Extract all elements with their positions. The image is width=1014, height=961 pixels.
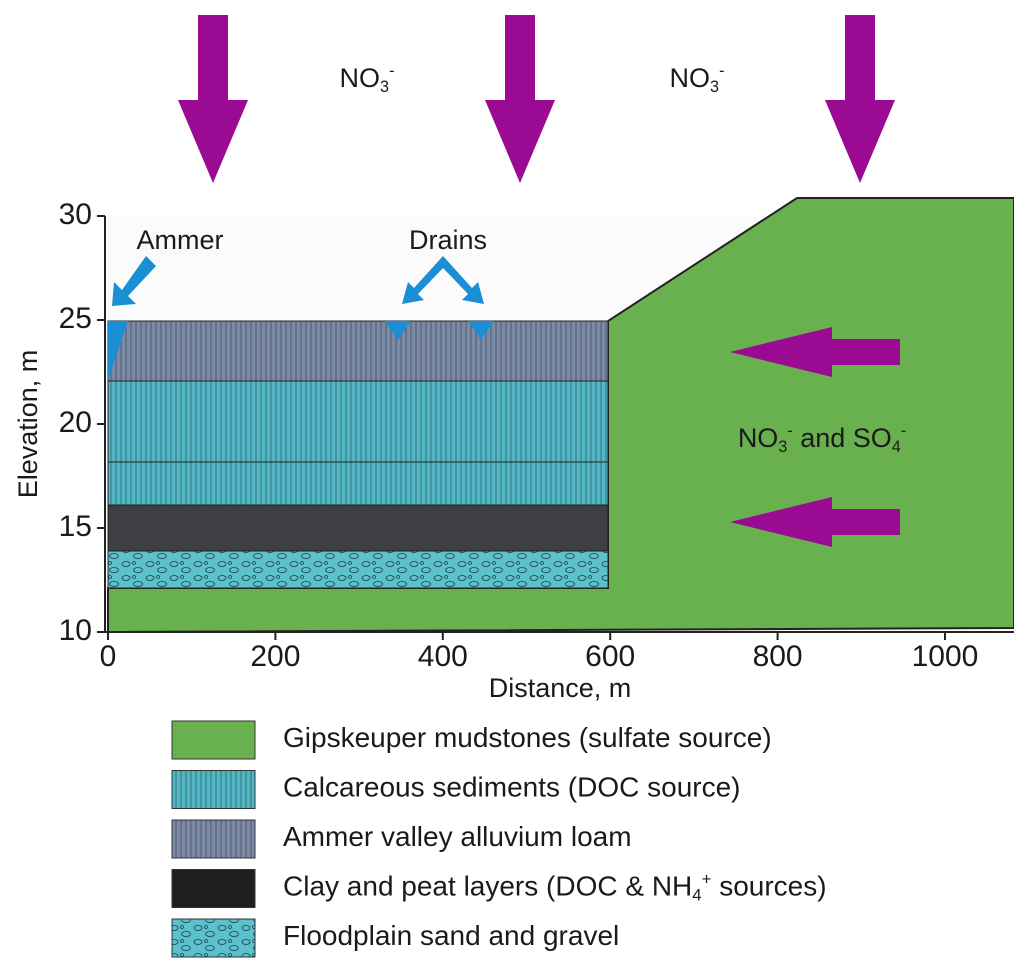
annotation: Ammer — [137, 225, 224, 255]
flux-label-part: NO — [738, 423, 779, 453]
flux-label-part: 3 — [380, 78, 389, 96]
legend-label: Clay and peat layers (DOC & NH4+ sources… — [283, 870, 827, 905]
x-tick-label: 600 — [585, 640, 635, 673]
flux-label-part: - — [719, 62, 724, 80]
legend-label: Floodplain sand and gravel — [283, 920, 619, 951]
x-tick-label: 0 — [100, 640, 117, 673]
legend-label-part: Clay and peat layers (DOC & NH — [283, 871, 692, 902]
x-tick-label: 200 — [250, 640, 300, 673]
x-tick-label: 1000 — [912, 640, 979, 673]
flux-label-part: NO — [340, 63, 381, 93]
flux-label: NO3- — [670, 62, 725, 96]
flux-label-part: 4 — [892, 438, 901, 456]
flux-label-part: NO — [670, 63, 711, 93]
legend-label-part: 4 — [692, 886, 701, 905]
y-label: Elevation, m — [13, 350, 43, 499]
legend-swatch — [172, 870, 255, 908]
legend-label-part: Calcareous sediments (DOC source) — [283, 772, 741, 803]
flux-label-part: - — [389, 62, 394, 80]
legend-label: Calcareous sediments (DOC source) — [283, 772, 741, 803]
legend-label-part: sources) — [711, 871, 826, 902]
diagram: Distance, m Elevation, m Ammer Drains 0 2… — [0, 0, 1014, 961]
flux-label-part: and SO — [793, 423, 892, 453]
legend-swatch — [172, 721, 255, 759]
flux-label-part: 3 — [710, 78, 719, 96]
legend-label-part: Ammer valley alluvium loam — [283, 821, 632, 852]
y-tick-label: 30 — [59, 198, 92, 231]
calcareous-hatch — [108, 381, 608, 505]
flux-label-part: 3 — [778, 438, 787, 456]
flux-label: NO3- — [340, 62, 395, 96]
sand-hatch — [108, 551, 608, 588]
loam-hatch — [108, 321, 608, 381]
legend-label-part: Floodplain sand and gravel — [283, 920, 619, 951]
annotation: Drains — [409, 225, 487, 255]
legend-label: Gipskeuper mudstones (sulfate source) — [283, 722, 772, 753]
legend-hatch — [172, 771, 255, 809]
legend-label: Ammer valley alluvium loam — [283, 821, 632, 852]
flux-label-part: - — [901, 422, 906, 440]
y-tick-label: 25 — [59, 302, 92, 335]
y-tick-label: 20 — [59, 406, 92, 439]
x-tick-label: 400 — [418, 640, 468, 673]
legend-hatch — [172, 820, 255, 858]
legend-label-part: Gipskeuper mudstones (sulfate source) — [283, 722, 772, 753]
legend-hatch — [172, 919, 255, 957]
y-tick-label: 10 — [59, 614, 92, 647]
clay — [108, 505, 608, 551]
legend-label-part: + — [702, 870, 712, 889]
x-tick-label: 800 — [753, 640, 803, 673]
x-label: Distance, m — [489, 673, 632, 703]
y-tick-label: 15 — [59, 510, 92, 543]
flux-label: NO3- and SO4- — [738, 422, 906, 456]
